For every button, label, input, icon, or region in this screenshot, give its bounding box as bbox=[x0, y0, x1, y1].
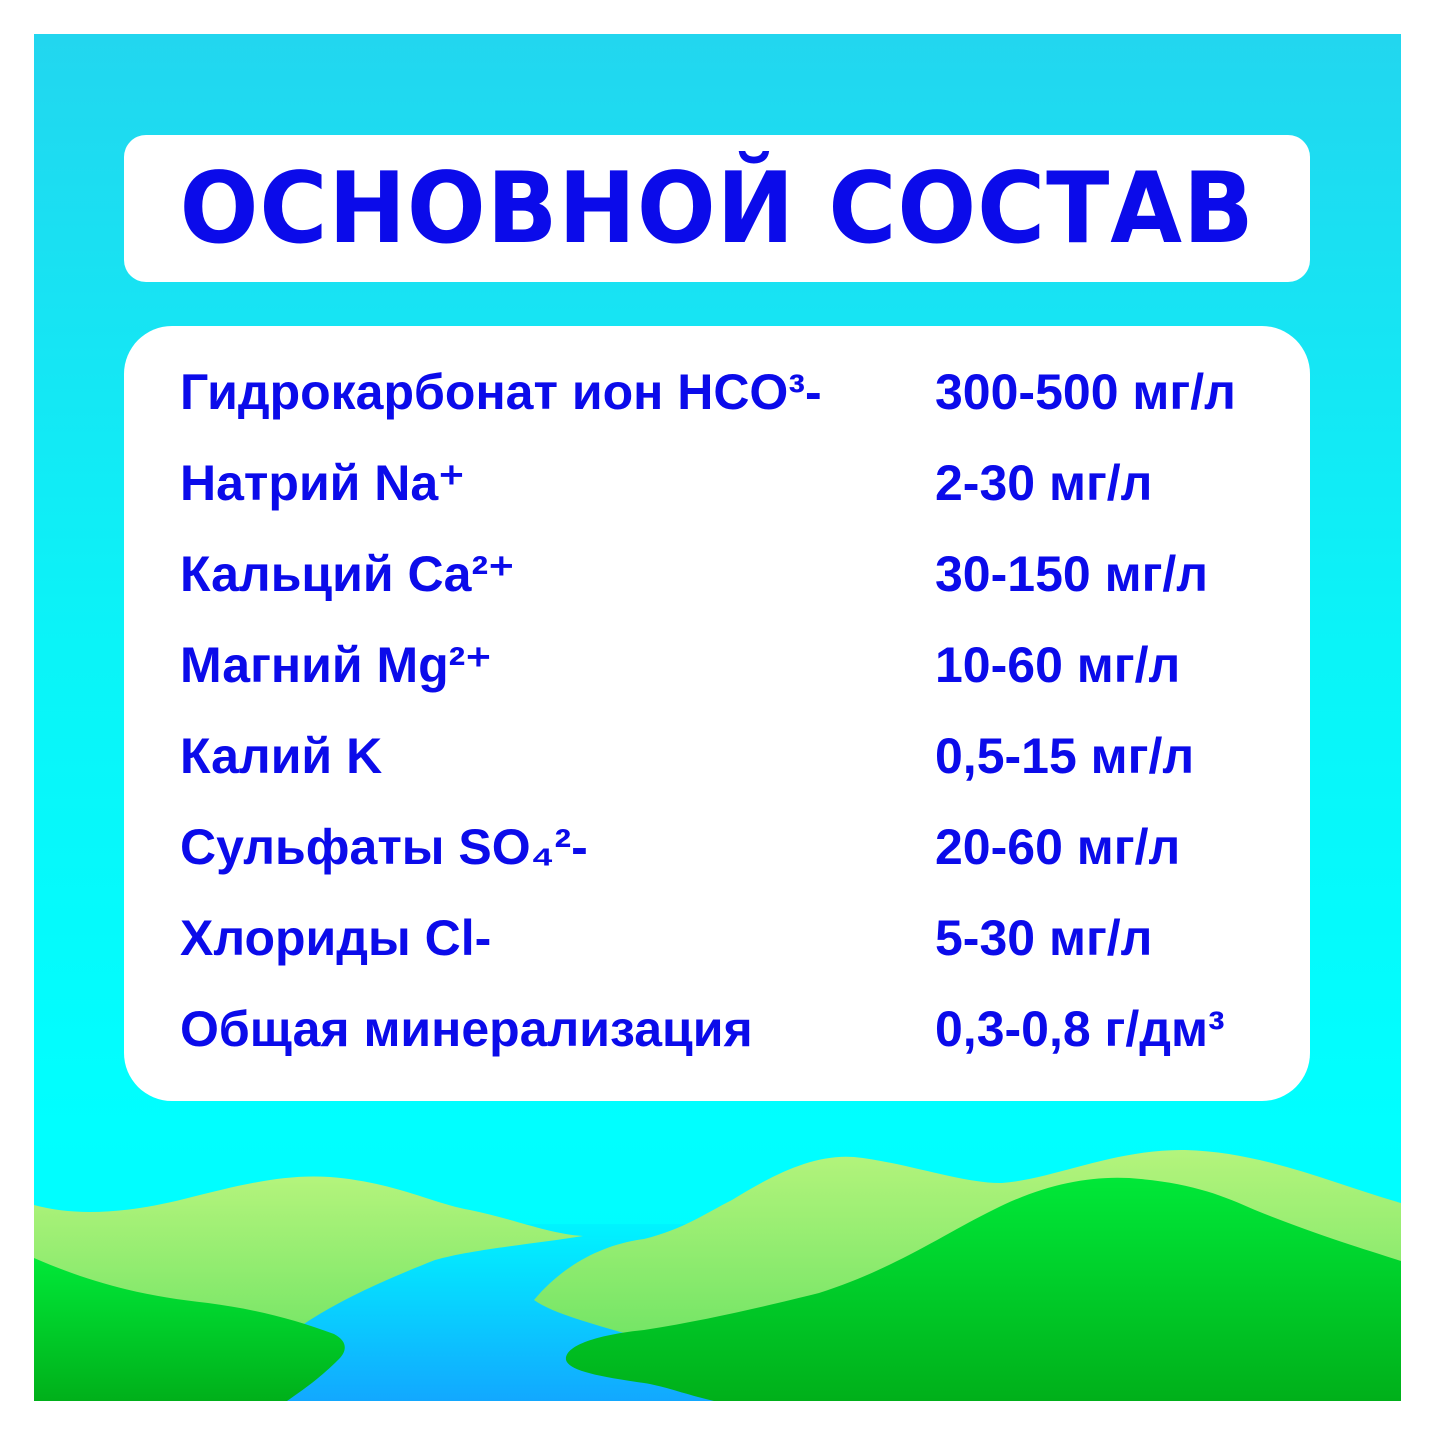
component-name: Гидрокарбонат ион HCO³- bbox=[180, 364, 822, 420]
table-row: Магний Mg²⁺ 10-60 мг/л bbox=[180, 635, 1270, 695]
component-name: Магний Mg²⁺ bbox=[180, 637, 492, 693]
component-name: Натрий Na⁺ bbox=[180, 455, 465, 511]
component-value: 10-60 мг/л bbox=[935, 637, 1181, 693]
component-value: 2-30 мг/л bbox=[935, 455, 1153, 511]
infographic-panel: ОСНОВНОЙ СОСТАВ Гидрокарбонат ион HCO³- … bbox=[34, 34, 1401, 1401]
title-card: ОСНОВНОЙ СОСТАВ bbox=[124, 135, 1310, 282]
hill-right-front bbox=[565, 1177, 1401, 1401]
page-title: ОСНОВНОЙ СОСТАВ bbox=[179, 151, 1255, 266]
component-value: 300-500 мг/л bbox=[935, 364, 1236, 420]
hill-left-front bbox=[34, 1258, 345, 1401]
component-value: 0,3-0,8 г/дм³ bbox=[935, 1001, 1225, 1057]
composition-table: Гидрокарбонат ион HCO³- 300-500 мг/л Нат… bbox=[124, 326, 1310, 1101]
landscape-illustration bbox=[34, 1149, 1401, 1401]
component-value: 5-30 мг/л bbox=[935, 910, 1153, 966]
component-name: Общая минерализация bbox=[180, 1001, 753, 1057]
table-row: Хлориды Cl- 5-30 мг/л bbox=[180, 908, 1270, 968]
table-row: Гидрокарбонат ион HCO³- 300-500 мг/л bbox=[180, 362, 1270, 422]
component-name: Кальций Ca²⁺ bbox=[180, 546, 515, 602]
table-row: Сульфаты SO₄²- 20-60 мг/л bbox=[180, 817, 1270, 877]
component-name: Хлориды Cl- bbox=[180, 910, 492, 966]
table-row: Натрий Na⁺ 2-30 мг/л bbox=[180, 453, 1270, 513]
table-row: Общая минерализация 0,3-0,8 г/дм³ bbox=[180, 999, 1270, 1059]
component-value: 0,5-15 мг/л bbox=[935, 728, 1195, 784]
component-value: 30-150 мг/л bbox=[935, 546, 1209, 602]
table-row: Калий K 0,5-15 мг/л bbox=[180, 726, 1270, 786]
table-row: Кальций Ca²⁺ 30-150 мг/л bbox=[180, 544, 1270, 604]
component-value: 20-60 мг/л bbox=[935, 819, 1181, 875]
component-name: Сульфаты SO₄²- bbox=[180, 819, 588, 875]
component-name: Калий K bbox=[180, 728, 383, 784]
